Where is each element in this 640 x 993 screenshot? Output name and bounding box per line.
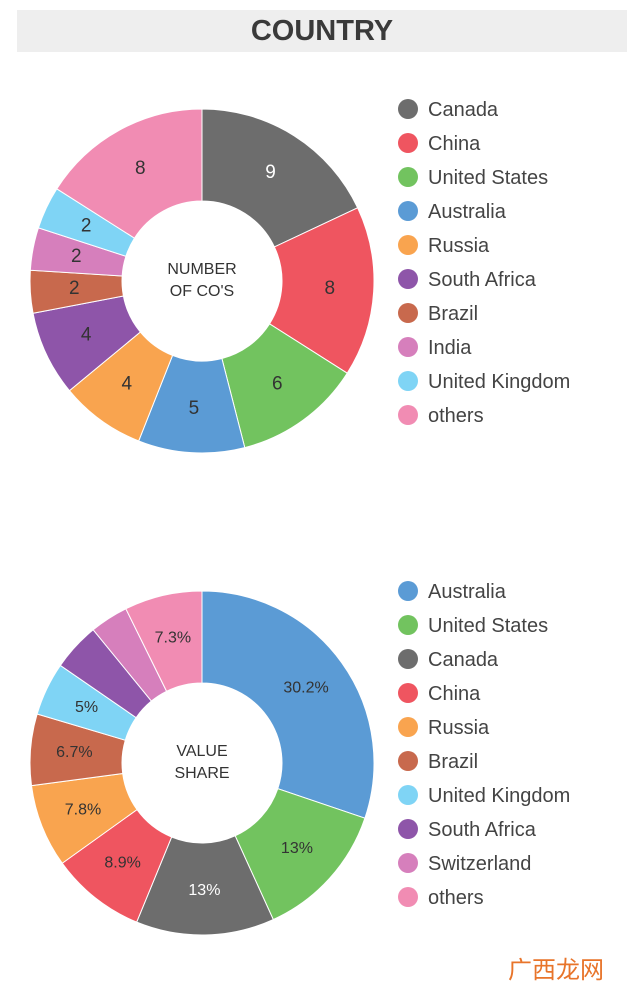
legend-item: China xyxy=(398,130,628,158)
legend-label: Brazil xyxy=(428,303,479,325)
legend-label: United Kingdom xyxy=(428,371,571,393)
center-label: VALUE SHARE xyxy=(174,743,230,782)
legend-item: others xyxy=(398,402,628,430)
data-label: 8.9% xyxy=(104,855,140,872)
legend-item: South Africa xyxy=(398,816,628,844)
donut-slice xyxy=(125,590,203,692)
legend-label: Australia xyxy=(428,201,506,223)
data-label: 13% xyxy=(281,840,313,857)
legend-swatch xyxy=(398,683,418,703)
legend-swatch xyxy=(398,649,418,669)
legend-label: South Africa xyxy=(428,269,536,291)
legend-label: others xyxy=(428,887,484,909)
data-label: 4 xyxy=(121,374,132,395)
header-title: COUNTRY xyxy=(17,10,627,52)
data-label: 30.2% xyxy=(283,680,328,697)
legend-label: Russia xyxy=(428,235,490,257)
data-label: 5 xyxy=(189,398,200,419)
legend-swatch xyxy=(398,99,418,119)
legend-item: Canada xyxy=(398,96,628,124)
legend-item: South Africa xyxy=(398,266,628,294)
legend: Australia United States Canada China Russia B… xyxy=(398,578,628,918)
donut-slice xyxy=(201,590,375,819)
legend-swatch xyxy=(398,303,418,323)
data-label: 4 xyxy=(81,325,92,346)
legend-item: Brazil xyxy=(398,300,628,328)
data-label: 13% xyxy=(188,882,220,899)
data-label: 2 xyxy=(69,278,80,299)
data-label: 9 xyxy=(265,162,276,183)
legend-item: Australia xyxy=(398,578,628,606)
legend-label: Switzerland xyxy=(428,853,532,875)
legend-swatch xyxy=(398,269,418,289)
legend-item: United States xyxy=(398,612,628,640)
donut-slice xyxy=(201,108,359,248)
data-label: 7.8% xyxy=(65,801,101,818)
legend-item: Brazil xyxy=(398,748,628,776)
legend-label: Canada xyxy=(428,99,499,121)
legend-label: Australia xyxy=(428,581,506,603)
data-label: 7.3% xyxy=(155,630,191,647)
legend-label: China xyxy=(428,133,481,155)
legend-swatch xyxy=(398,371,418,391)
data-label: 2 xyxy=(81,216,92,237)
data-label: 5% xyxy=(75,699,98,716)
data-label: 2 xyxy=(71,246,82,267)
legend-label: United Kingdom xyxy=(428,785,571,807)
legend-item: Switzerland xyxy=(398,850,628,878)
legend: Canada China United States Australia Russia S… xyxy=(398,96,628,436)
legend-label: Canada xyxy=(428,649,499,671)
legend-swatch xyxy=(398,133,418,153)
legend-label: United States xyxy=(428,615,549,637)
watermark: 广西龙网 xyxy=(508,957,604,984)
donut-slice xyxy=(268,207,375,374)
donut-slice xyxy=(56,108,203,239)
legend-swatch xyxy=(398,581,418,601)
legend-label: Russia xyxy=(428,717,490,739)
legend-item: China xyxy=(398,680,628,708)
legend-swatch xyxy=(398,337,418,357)
legend-label: South Africa xyxy=(428,819,536,841)
data-label: 8 xyxy=(324,278,335,299)
legend-swatch xyxy=(398,235,418,255)
legend-swatch xyxy=(398,405,418,425)
legend-item: United Kingdom xyxy=(398,782,628,810)
legend-swatch xyxy=(398,785,418,805)
legend-swatch xyxy=(398,717,418,737)
legend-item: Australia xyxy=(398,198,628,226)
data-label: 6 xyxy=(272,374,283,395)
legend-swatch xyxy=(398,615,418,635)
legend-swatch xyxy=(398,751,418,771)
center-label: NUMBER OF CO'S xyxy=(167,261,237,300)
legend-item: Canada xyxy=(398,646,628,674)
legend-label: India xyxy=(428,337,472,359)
data-label: 6.7% xyxy=(56,744,92,761)
legend-item: United States xyxy=(398,164,628,192)
legend-label: United States xyxy=(428,167,549,189)
legend-label: Brazil xyxy=(428,751,479,773)
legend-item: India xyxy=(398,334,628,362)
data-label: 8 xyxy=(135,158,146,179)
legend-item: Russia xyxy=(398,714,628,742)
legend-swatch xyxy=(398,167,418,187)
legend-item: Russia xyxy=(398,232,628,260)
legend-swatch xyxy=(398,819,418,839)
legend-swatch xyxy=(398,853,418,873)
legend-label: China xyxy=(428,683,481,705)
legend-label: others xyxy=(428,405,484,427)
legend-item: others xyxy=(398,884,628,912)
legend-swatch xyxy=(398,201,418,221)
legend-item: United Kingdom xyxy=(398,368,628,396)
legend-swatch xyxy=(398,887,418,907)
